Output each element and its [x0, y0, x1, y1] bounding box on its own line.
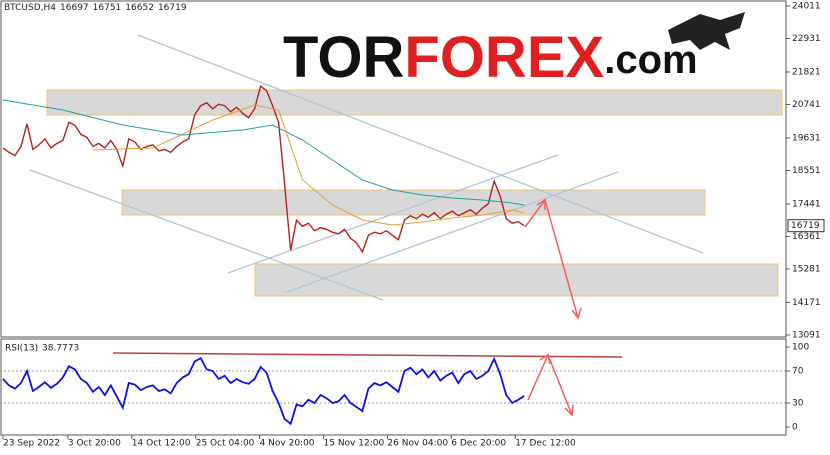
y-tick-label: 20741	[792, 100, 821, 110]
rsi-frame	[0, 338, 787, 436]
x-tick-label: 4 Nov 20:00	[260, 439, 315, 449]
x-tick-label: 3 Oct 20:00	[68, 439, 121, 449]
channel-lines	[29, 34, 704, 301]
series-line	[2, 356, 525, 426]
arrow-head	[564, 404, 574, 417]
zone	[254, 263, 779, 297]
rsi-value: 38.7773	[42, 344, 79, 354]
logo-part: TOR	[283, 25, 404, 90]
y-tick-label: 16361	[792, 232, 821, 242]
ohlc: 16751	[92, 3, 122, 13]
x-tick-label: 6 Dec 20:00	[451, 439, 506, 449]
ohlc: 16652	[125, 3, 154, 13]
arrow	[524, 198, 579, 319]
arrow-head	[571, 307, 582, 320]
zone	[46, 89, 783, 116]
forecast-arrows	[112, 198, 623, 417]
price-marker	[787, 219, 825, 233]
watermark: TORFOREX.com	[283, 25, 698, 90]
series-line	[2, 99, 525, 206]
y-tick-label: 24011	[792, 1, 821, 11]
x-tick-label: 15 Nov 12:00	[324, 439, 385, 449]
header: BTCUSD,H4 16697 16751 16652 16719	[4, 3, 187, 13]
logo-part: .com	[604, 38, 697, 82]
rsi-level	[112, 352, 623, 358]
bull-icon	[668, 12, 745, 50]
y-tick-label: 13091	[792, 330, 821, 340]
x-tick-label: 14 Oct 12:00	[132, 439, 191, 449]
y-tick-label: 21821	[792, 67, 821, 77]
zone	[121, 189, 706, 216]
series-line	[92, 104, 525, 226]
y-tick-label: 19631	[792, 133, 821, 143]
y-tick-label: 70	[792, 367, 804, 377]
y-tick-label: 17441	[792, 199, 821, 209]
ohlc: 16697	[60, 3, 89, 13]
x-tick-label: 23 Sep 2022	[3, 439, 60, 449]
y-tick-label: 0	[792, 423, 798, 433]
symbol: BTCUSD,H4	[4, 3, 57, 13]
y-tick-label: 30	[792, 399, 804, 409]
y-tick-label: 100	[792, 343, 809, 353]
trend-line	[286, 171, 619, 293]
y-tick-label: 22931	[792, 34, 821, 44]
arrow-head	[536, 198, 546, 210]
rsi-title: RSI(13)	[5, 344, 38, 354]
ohlc: 16719	[157, 3, 187, 13]
trend-line	[227, 154, 559, 274]
y-tick-label: 14171	[792, 298, 821, 308]
x-tick-label: 25 Oct 04:00	[196, 439, 255, 449]
price-frame	[0, 0, 787, 338]
trend-line	[137, 34, 704, 254]
zones	[46, 89, 783, 297]
price-marker-label: 16719	[791, 221, 820, 231]
x-tick-label: 17 Dec 12:00	[515, 439, 576, 449]
arrow-head	[539, 353, 551, 365]
y-tick-label: 15281	[792, 265, 821, 275]
y-tick-label: 18551	[792, 166, 821, 176]
x-tick-label: 26 Nov 04:00	[387, 439, 448, 449]
series-line	[2, 85, 525, 254]
logo-part: FOREX	[404, 25, 604, 90]
